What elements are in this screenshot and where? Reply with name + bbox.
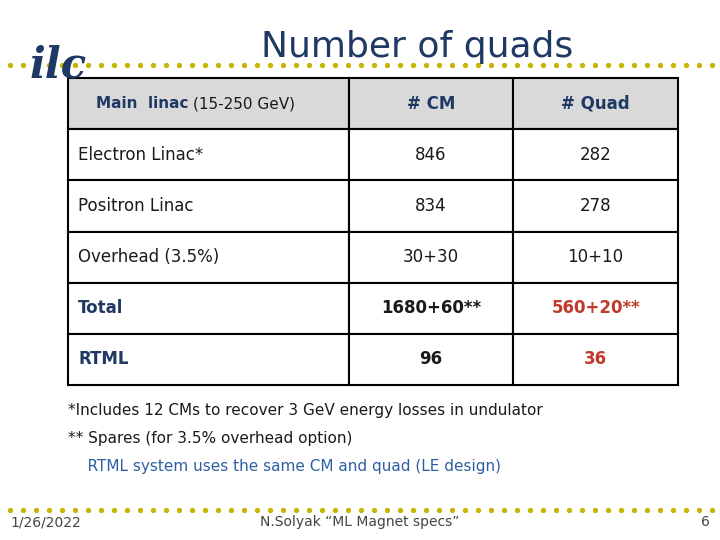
Bar — [68, 180, 348, 232]
Text: N.Solyak “ML Magnet specs”: N.Solyak “ML Magnet specs” — [261, 515, 459, 529]
Text: *Includes 12 CMs to recover 3 GeV energy losses in undulator: *Includes 12 CMs to recover 3 GeV energy… — [68, 403, 543, 418]
Bar — [68, 78, 348, 129]
Bar — [348, 129, 513, 180]
Text: Number of quads: Number of quads — [261, 30, 574, 64]
Text: 6: 6 — [701, 515, 710, 529]
Bar — [348, 232, 513, 282]
Bar — [68, 334, 348, 385]
Bar — [348, 334, 513, 385]
Text: 282: 282 — [580, 146, 611, 164]
Text: ** Spares (for 3.5% overhead option): ** Spares (for 3.5% overhead option) — [68, 431, 352, 446]
Bar — [68, 129, 348, 180]
Text: Main  linac: Main linac — [96, 96, 193, 111]
Text: 846: 846 — [415, 146, 446, 164]
Bar — [513, 180, 678, 232]
Text: 1680+60**: 1680+60** — [381, 299, 481, 317]
Bar — [513, 232, 678, 282]
Bar — [513, 282, 678, 334]
Text: Electron Linac*: Electron Linac* — [78, 146, 203, 164]
Bar — [513, 334, 678, 385]
Bar — [513, 78, 678, 129]
Text: 36: 36 — [584, 350, 607, 368]
Text: RTML: RTML — [78, 350, 128, 368]
Bar — [68, 232, 348, 282]
Text: 278: 278 — [580, 197, 611, 215]
Text: 30+30: 30+30 — [403, 248, 459, 266]
Text: Overhead (3.5%): Overhead (3.5%) — [78, 248, 220, 266]
Text: ilc: ilc — [30, 45, 87, 87]
Text: RTML system uses the same CM and quad (LE design): RTML system uses the same CM and quad (L… — [68, 459, 501, 474]
Bar — [348, 180, 513, 232]
Text: 834: 834 — [415, 197, 447, 215]
Bar — [348, 78, 513, 129]
Text: (15-250 GeV): (15-250 GeV) — [193, 96, 295, 111]
Text: # CM: # CM — [407, 94, 455, 112]
Bar — [68, 282, 348, 334]
Text: 10+10: 10+10 — [567, 248, 624, 266]
Text: # Quad: # Quad — [562, 94, 630, 112]
Text: Positron Linac: Positron Linac — [78, 197, 194, 215]
Text: 96: 96 — [419, 350, 443, 368]
Text: Total: Total — [78, 299, 123, 317]
Bar — [513, 129, 678, 180]
Text: 560+20**: 560+20** — [552, 299, 640, 317]
Bar — [348, 282, 513, 334]
Text: 1/26/2022: 1/26/2022 — [10, 515, 81, 529]
